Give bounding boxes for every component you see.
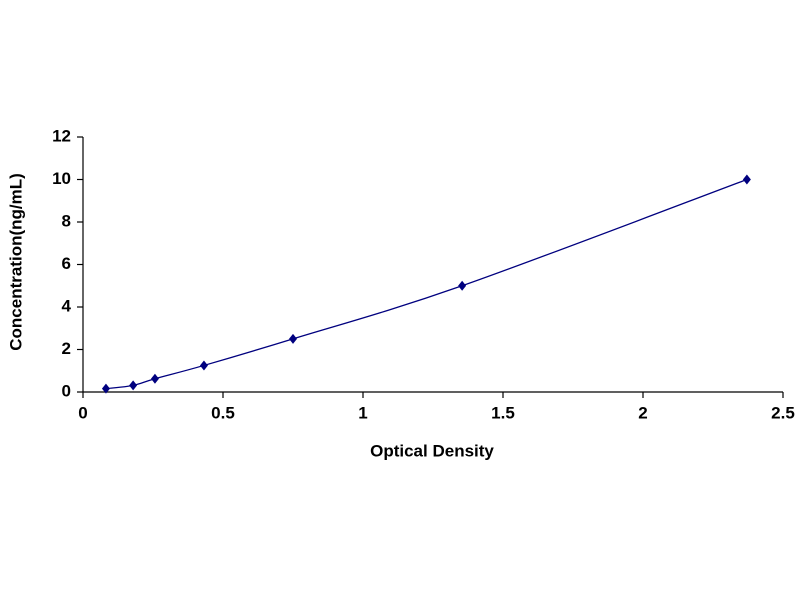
y-tick-label: 8 bbox=[62, 211, 71, 230]
x-tick-label: 1.5 bbox=[491, 403, 515, 422]
y-axis-title: Concentration(ng/mL) bbox=[6, 173, 25, 351]
point bbox=[150, 373, 159, 384]
x-tick-label: 1 bbox=[358, 403, 367, 422]
y-tick-label: 2 bbox=[62, 339, 71, 358]
point bbox=[458, 280, 467, 291]
x-axis-title: Optical Density bbox=[370, 441, 494, 460]
y-tick-label: 0 bbox=[62, 381, 71, 400]
x-tick-label: 2 bbox=[638, 403, 647, 422]
point bbox=[101, 383, 110, 394]
y-tick-label: 4 bbox=[62, 296, 72, 315]
y-tick-label: 10 bbox=[52, 169, 71, 188]
y-tick-label: 6 bbox=[62, 254, 71, 273]
y-tick-label: 12 bbox=[52, 126, 71, 145]
point bbox=[289, 333, 297, 344]
fit-line bbox=[105, 178, 748, 390]
point bbox=[199, 360, 208, 371]
point bbox=[742, 174, 751, 185]
x-tick-label: 0 bbox=[78, 403, 87, 422]
point bbox=[129, 380, 138, 391]
x-tick-label: 0.5 bbox=[211, 403, 235, 422]
x-tick-label: 2.5 bbox=[771, 403, 795, 422]
